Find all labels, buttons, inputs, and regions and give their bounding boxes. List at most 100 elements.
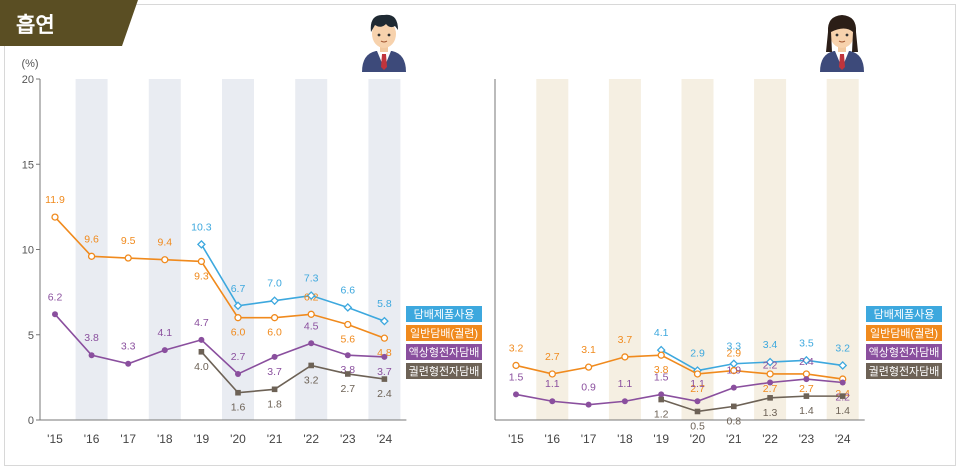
data-point [693, 370, 702, 378]
data-label: 1.4 [799, 405, 814, 417]
legend-item: 액상형전자담배 [406, 344, 482, 360]
data-point [198, 349, 205, 355]
data-point [767, 379, 774, 386]
data-point [270, 314, 279, 322]
data-label: 3.4 [763, 339, 778, 351]
data-label: 3.5 [799, 337, 814, 349]
x-tick-label: '23 [340, 432, 356, 446]
data-point [549, 398, 556, 405]
series-line [54, 313, 385, 375]
data-label: 1.4 [835, 405, 850, 417]
x-tick-label: '21 [726, 432, 742, 446]
year-band [75, 79, 108, 420]
data-point [548, 370, 556, 378]
legend-swatch [866, 363, 942, 379]
data-label: 4.1 [157, 327, 172, 339]
icon-mouth [838, 40, 846, 43]
data-point [621, 398, 628, 405]
girl-student-icon [820, 15, 864, 72]
legend-label: 일반담배(궐련) [410, 326, 478, 340]
data-point [730, 384, 737, 391]
title-tab-shape [0, 0, 138, 46]
data-point [125, 360, 132, 367]
icon-eye-right [845, 33, 849, 37]
page-title: 흡연 [16, 14, 55, 37]
data-label: 2.7 [799, 383, 814, 395]
x-tick-label: '17 [120, 432, 136, 446]
y-tick-label: 0 [28, 415, 34, 427]
data-label: 3.8 [654, 364, 669, 376]
data-label: 1.3 [763, 407, 778, 419]
data-label: 1.5 [654, 371, 669, 383]
data-label: 5.8 [377, 298, 392, 310]
data-label: 1.1 [690, 378, 705, 390]
series-line [660, 349, 843, 372]
icon-hair [826, 15, 858, 52]
x-tick-label: '17 [581, 432, 597, 446]
data-label: 3.3 [726, 341, 741, 353]
data-label: 9.6 [84, 233, 99, 245]
y-axis-unit-label: (%) [21, 58, 38, 70]
series-line [515, 354, 843, 380]
data-point [767, 395, 773, 401]
data-label: 6.0 [267, 327, 282, 339]
data-point [344, 352, 351, 359]
data-label: 10.3 [191, 221, 212, 233]
data-point [87, 252, 96, 260]
data-point [234, 314, 242, 322]
legend-item: 궐련형전자담배 [406, 363, 482, 379]
legend-item: 일반담배(궐련) [406, 325, 482, 341]
data-point [270, 296, 280, 306]
x-tick-label: '20 [690, 432, 706, 446]
y-tick-label: 15 [22, 159, 34, 171]
series-line [200, 351, 385, 394]
x-tick-label: '22 [303, 432, 319, 446]
data-label: 2.7 [231, 351, 246, 363]
data-point [513, 391, 519, 398]
series-line [54, 216, 385, 339]
data-point [124, 254, 132, 262]
data-label: 4.1 [654, 327, 669, 339]
icon-hair [370, 14, 398, 32]
data-point [802, 370, 811, 378]
data-label: 2.7 [690, 383, 705, 395]
data-point [766, 370, 774, 378]
data-point [730, 366, 738, 375]
legend-item: 일반담배(궐련) [866, 325, 942, 341]
data-label: 9.3 [194, 270, 209, 282]
data-point [345, 371, 351, 377]
data-label: 3.3 [121, 341, 136, 353]
y-tick-label: 20 [22, 74, 34, 86]
data-label: 2.7 [340, 383, 355, 395]
x-tick-label: '15 [508, 432, 524, 446]
data-point [731, 403, 737, 410]
data-label: 3.1 [581, 344, 596, 356]
legend-swatch [406, 344, 482, 360]
data-point [52, 311, 58, 318]
x-tick-label: '20 [230, 432, 246, 446]
data-point [585, 401, 592, 408]
legend-label: 궐련형전자담배 [409, 364, 480, 378]
data-label: 1.1 [545, 378, 560, 390]
data-point [308, 362, 314, 369]
panel-boys: 0 5 10 15 20 (%) '15 '16 '17 '18 '19 '20 '21 '22 '23 '2… [21, 58, 482, 446]
data-label: 9.5 [121, 235, 136, 247]
data-label: 6.0 [231, 327, 246, 339]
data-label: 3.8 [84, 332, 99, 344]
data-label: 1.5 [509, 371, 524, 383]
data-point [803, 393, 810, 399]
data-label: 2.9 [726, 348, 741, 360]
data-label: 0.5 [690, 420, 705, 432]
data-label: 2.2 [763, 359, 778, 371]
data-point [801, 355, 811, 365]
legend-label: 궐련형전자담배 [869, 364, 940, 378]
data-label: 3.2 [304, 374, 319, 386]
legend-item: 액상형전자담배 [866, 344, 942, 360]
data-point [343, 303, 353, 312]
data-point [694, 398, 701, 405]
year-band [368, 79, 401, 420]
data-label: 1.2 [654, 409, 669, 421]
data-label: 0.8 [726, 415, 741, 427]
data-point [306, 291, 316, 300]
data-label: 4.7 [194, 317, 209, 329]
